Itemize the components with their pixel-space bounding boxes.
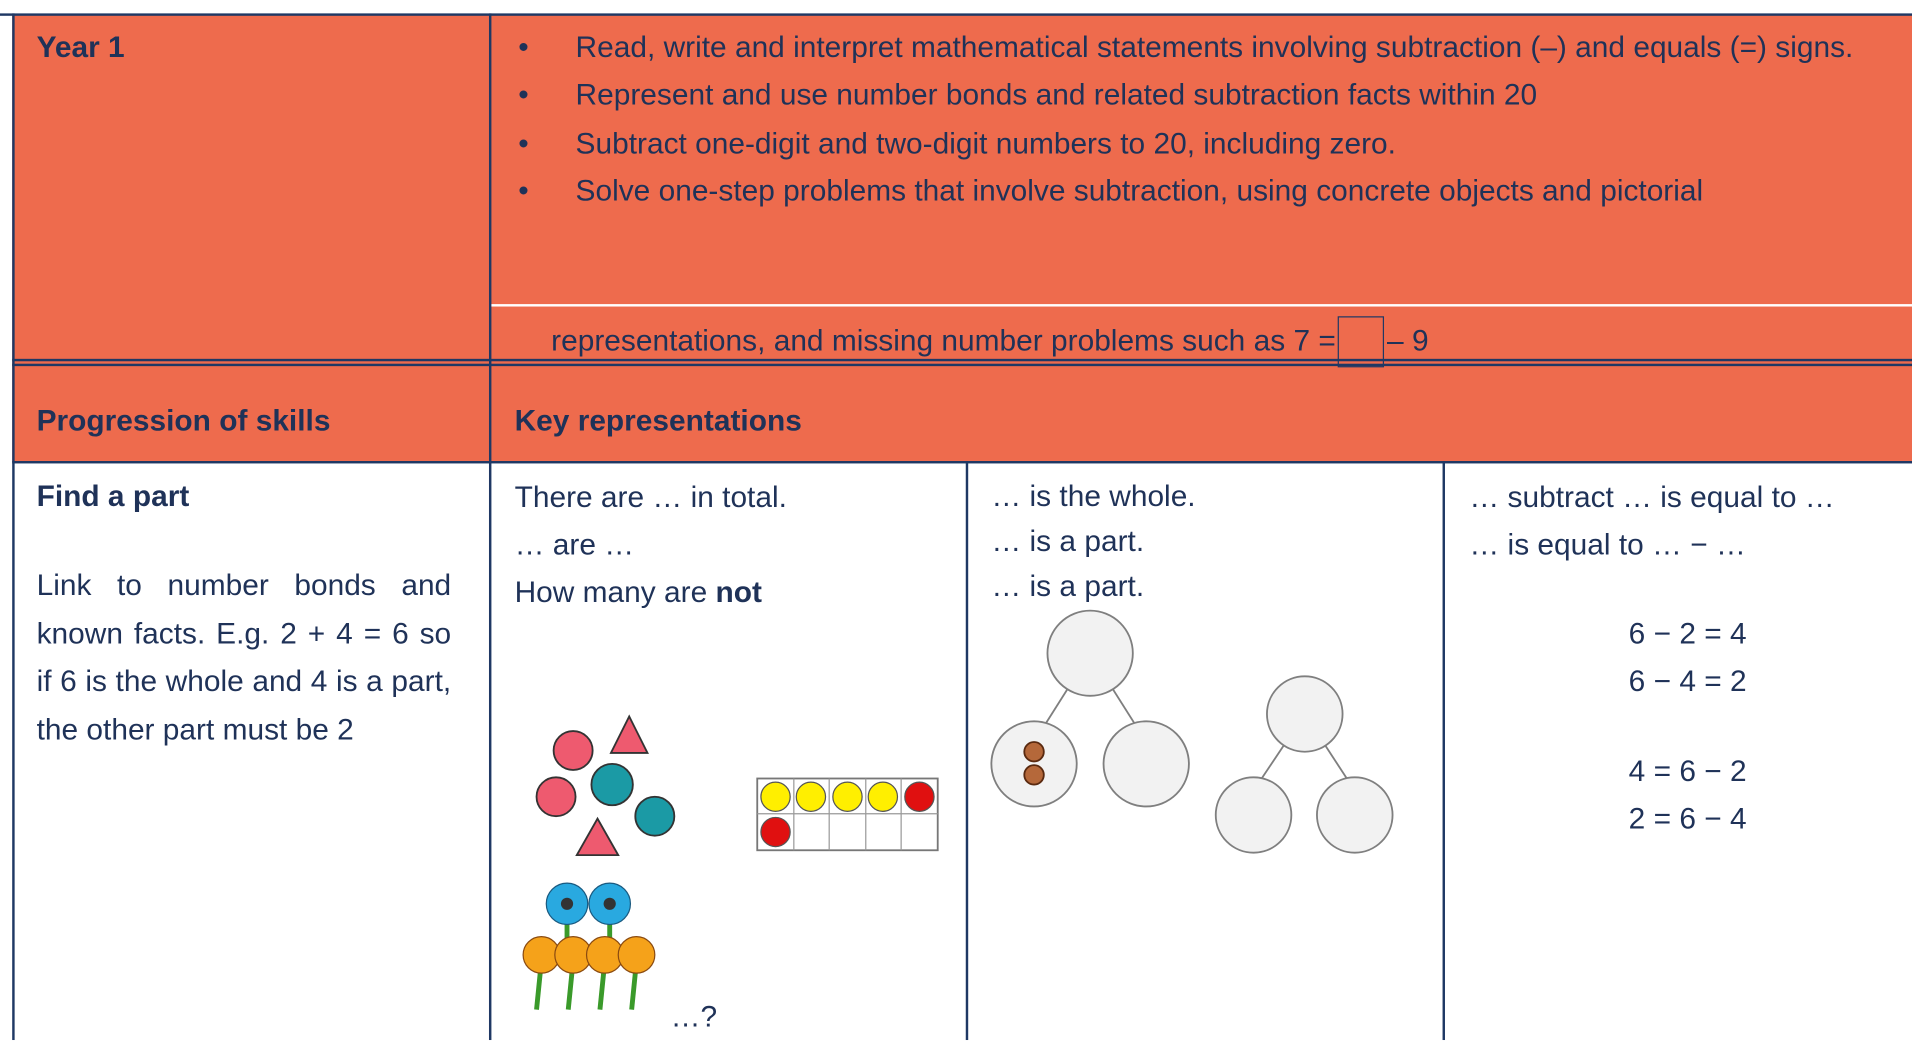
flowers — [522, 882, 656, 1010]
equation: 6 − 2 = 4 — [1628, 617, 1747, 651]
equation: 2 = 6 − 4 — [1628, 802, 1747, 836]
shapes — [535, 714, 676, 857]
text: … is a part. — [991, 525, 1145, 559]
part-whole — [990, 609, 1394, 854]
border — [12, 358, 1912, 362]
representation: … is the whole. … is a part. … is a part… — [991, 474, 1195, 609]
year-label: Year 1 — [36, 31, 125, 65]
skill-description: Link to number bonds and known facts. E.… — [36, 569, 452, 747]
border — [12, 13, 15, 1041]
equation: 4 = 6 − 2 — [1628, 755, 1747, 789]
text: How many are not — [515, 569, 787, 616]
objective: Solve one-step problems that involve sub… — [518, 168, 1881, 216]
text: … are … — [514, 529, 635, 562]
objective: Subtract one-digit and two-digit numbers… — [518, 120, 1881, 168]
border — [1442, 462, 1445, 1041]
divider — [491, 304, 1912, 307]
text: – 9 — [1387, 324, 1429, 358]
text: representations, and missing number prob… — [551, 324, 1336, 358]
text: not — [715, 576, 762, 610]
border — [965, 462, 969, 1041]
border — [488, 13, 492, 1041]
representation: … subtract … is equal to … … is equal to… — [1469, 474, 1834, 569]
representation: There are … in total. … are … How many a… — [515, 474, 787, 616]
objectives: Read, write and interpret mathematical s… — [518, 24, 1881, 216]
text: There are … in total. — [514, 481, 787, 515]
text: … is the whole. — [991, 480, 1196, 514]
objective-continuation: representations, and missing number prob… — [551, 316, 1429, 368]
equation: 6 − 4 = 2 — [1628, 665, 1747, 699]
border — [12, 363, 1912, 367]
text: … is a part. — [991, 570, 1145, 604]
skill-title: Find a part — [36, 480, 190, 514]
objective: Represent and use number bonds and relat… — [518, 72, 1881, 120]
text: How many are — [514, 576, 716, 610]
border — [12, 461, 1912, 464]
answer-box — [1338, 316, 1385, 368]
caption: …? — [670, 1001, 718, 1034]
text: … subtract … is equal to … — [1469, 481, 1835, 515]
ten-frame — [756, 777, 939, 852]
column-header: Key representations — [514, 405, 802, 438]
column-header: Progression of skills — [36, 405, 331, 438]
text: … is equal to … − … — [1469, 529, 1746, 562]
border — [0, 13, 1912, 16]
objective: Read, write and interpret mathematical s… — [518, 24, 1881, 72]
